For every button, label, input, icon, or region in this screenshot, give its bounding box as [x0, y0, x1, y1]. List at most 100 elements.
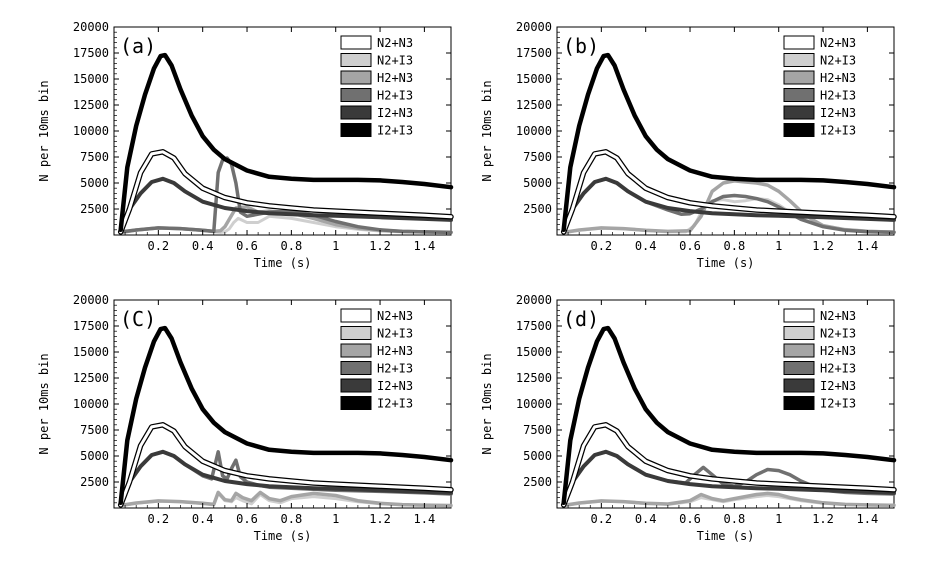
y-tick-label: 10000: [516, 124, 552, 138]
legend-swatch-n2-n3: [340, 35, 372, 50]
legend-swatch-h2-i3: [783, 88, 815, 102]
x-tick-label: 1.2: [812, 512, 834, 526]
legend-swatch-h2-i3: [340, 88, 372, 102]
y-tick-label: 10000: [73, 124, 109, 138]
x-tick-label: 1: [332, 512, 339, 526]
y-tick-label: 12500: [73, 98, 109, 112]
x-tick-label: 0.2: [590, 239, 612, 253]
x-tick-label: 1.2: [369, 239, 391, 253]
y-tick-label: 2500: [80, 202, 109, 216]
x-tick-label: 0.2: [147, 239, 169, 253]
y-axis-label: N per 10ms bin: [37, 353, 51, 454]
x-tick-label: 1.2: [812, 239, 834, 253]
y-tick-label: 12500: [516, 371, 552, 385]
legend-label-n2-i3: N2+I3: [377, 54, 413, 68]
y-tick-label: 7500: [80, 150, 109, 164]
x-tick-label: 0.4: [192, 512, 214, 526]
legend-swatch-n2-n3: [340, 308, 372, 323]
chart-panel-2: 0.2 0.4 0.6 0.8 1 1.2 1.4 2500 5000 7500 10000 1250…: [480, 20, 897, 270]
legend-swatch-h2-n3: [340, 343, 372, 358]
legend-label-i2-i3: I2+I3: [377, 397, 413, 411]
legend-swatch-n2-i3: [340, 326, 372, 340]
legend-label-h2-i3: H2+I3: [377, 362, 413, 376]
x-tick-label: 1.4: [857, 239, 879, 253]
y-tick-label: 20000: [73, 293, 109, 307]
x-tick-label: 1.2: [369, 512, 391, 526]
y-tick-label: 5000: [523, 449, 552, 463]
x-tick-label: 0.4: [635, 239, 657, 253]
chart-panel-4: 0.2 0.4 0.6 0.8 1 1.2 1.4 2500 5000 7500 10000 1250…: [480, 293, 897, 543]
x-tick-label: 0.6: [236, 239, 258, 253]
legend-swatch-i2-i3: [783, 123, 815, 137]
x-tick-label: 0.4: [192, 239, 214, 253]
y-tick-label: 2500: [523, 475, 552, 489]
x-tick-label: 0.2: [147, 512, 169, 526]
legend: N2+N3 N2+I3 H2+N3 H2+I3 I2+N3 I2+I3: [783, 35, 856, 138]
series-line-n2-n3-fill: [119, 423, 453, 507]
y-tick-label: 20000: [73, 20, 109, 34]
x-tick-label: 0.8: [281, 512, 303, 526]
legend-label-n2-n3: N2+N3: [820, 36, 856, 50]
legend-swatch-n2-i3: [340, 53, 372, 67]
y-tick-label: 20000: [516, 293, 552, 307]
x-tick-label: 0.8: [281, 239, 303, 253]
series-line-i2-i3: [561, 325, 897, 506]
x-axis-label: Time (s): [697, 529, 755, 543]
chart-panel-3: 0.2 0.4 0.6 0.8 1 1.2 1.4 2500 5000 7500 10000 1250…: [37, 293, 454, 543]
y-tick-label: 17500: [516, 46, 552, 60]
y-tick-label: 5000: [80, 176, 109, 190]
legend-swatch-h2-i3: [783, 361, 815, 375]
legend-label-i2-n3: I2+N3: [820, 106, 856, 120]
x-axis-label: Time (s): [697, 256, 755, 270]
series-line-i2-n3: [561, 449, 896, 507]
legend-label-i2-n3: I2+N3: [820, 379, 856, 393]
legend-swatch-i2-n3: [340, 105, 372, 120]
panel-label: (a): [120, 34, 156, 58]
legend-swatch-h2-n3: [783, 70, 815, 85]
x-tick-label: 1.4: [414, 512, 436, 526]
y-tick-label: 15000: [516, 345, 552, 359]
legend-label-n2-i3: N2+I3: [377, 327, 413, 341]
y-tick-label: 10000: [516, 397, 552, 411]
legend: N2+N3 N2+I3 H2+N3 H2+I3 I2+N3 I2+I3: [783, 308, 856, 411]
legend-label-i2-i3: I2+I3: [377, 124, 413, 138]
legend: N2+N3 N2+I3 H2+N3 H2+I3 I2+N3 I2+I3: [340, 308, 413, 411]
y-tick-label: 7500: [523, 150, 552, 164]
x-tick-label: 0.8: [724, 239, 746, 253]
panel-label: (b): [563, 34, 599, 58]
legend-label-h2-i3: H2+I3: [820, 362, 856, 376]
y-tick-label: 17500: [516, 319, 552, 333]
y-tick-label: 2500: [80, 475, 109, 489]
y-tick-label: 10000: [73, 397, 109, 411]
legend: N2+N3 N2+I3 H2+N3 H2+I3 I2+N3 I2+I3: [340, 35, 413, 138]
series-line-i2-i3: [118, 52, 454, 233]
y-tick-label: 15000: [73, 72, 109, 86]
y-tick-label: 15000: [516, 72, 552, 86]
legend-label-n2-n3: N2+N3: [377, 309, 413, 323]
x-tick-label: 0.2: [590, 512, 612, 526]
legend-label-h2-i3: H2+I3: [820, 89, 856, 103]
y-tick-label: 5000: [523, 176, 552, 190]
y-tick-label: 2500: [523, 202, 552, 216]
legend-label-h2-n3: H2+N3: [377, 344, 413, 358]
legend-swatch-i2-i3: [340, 123, 372, 137]
y-tick-label: 5000: [80, 449, 109, 463]
legend-label-h2-n3: H2+N3: [820, 344, 856, 358]
series-line-i2-n3: [118, 176, 453, 234]
y-tick-label: 17500: [73, 46, 109, 60]
panel-label: (C): [120, 307, 156, 331]
x-axis-label: Time (s): [254, 529, 312, 543]
y-axis-label: N per 10ms bin: [480, 353, 494, 454]
chart-panel-1: 0.2 0.4 0.6 0.8 1 1.2 1.4 2500 5000 7500 10000 1250…: [37, 20, 454, 270]
legend-label-h2-n3: H2+N3: [377, 71, 413, 85]
legend-label-n2-i3: N2+I3: [820, 54, 856, 68]
x-tick-label: 1: [775, 512, 782, 526]
y-tick-label: 20000: [516, 20, 552, 34]
y-tick-label: 12500: [516, 98, 552, 112]
x-axis-label: Time (s): [254, 256, 312, 270]
legend-label-i2-i3: I2+I3: [820, 124, 856, 138]
legend-swatch-n2-i3: [783, 53, 815, 67]
legend-label-h2-n3: H2+N3: [820, 71, 856, 85]
series-line-n2-n3-fill: [562, 423, 896, 507]
